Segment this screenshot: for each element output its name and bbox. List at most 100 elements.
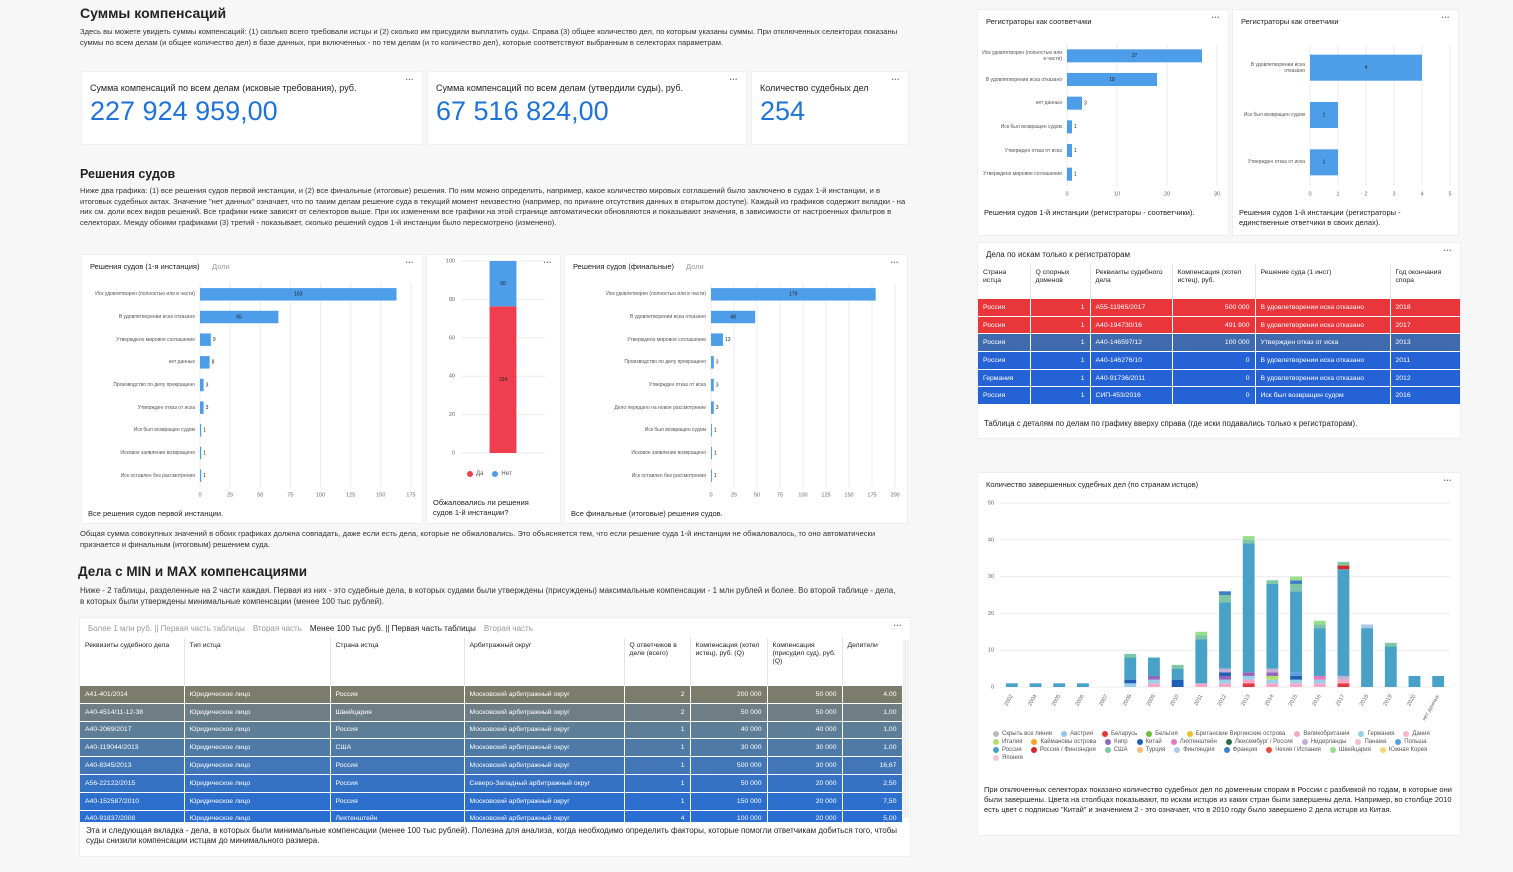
category-label: В удовлетворении иска отказано (1250, 61, 1305, 74)
legend-label: Австрия (1070, 731, 1093, 737)
legend-item[interactable]: Австрия (1061, 731, 1093, 737)
x-tick-label: 2013 (1240, 694, 1251, 708)
bar-segment (1266, 679, 1279, 684)
bar-segment (1242, 536, 1255, 540)
table-row[interactable]: A40-4514/11-12-38 Юридическое лицо Швейцар… (80, 703, 902, 722)
legend-item[interactable]: Британские Виргинские острова (1186, 731, 1286, 737)
legend-label: Британские Виргинские острова (1195, 731, 1286, 737)
section-description: Ниже два графика: (1) все решения судов … (80, 186, 906, 227)
table-row[interactable]: Россия 1 A40-146276/10 0 В удовлетворении ис… (978, 351, 1460, 370)
value-label: 48 (730, 314, 736, 320)
table-row[interactable]: A56-22122/2015 Юридическое лицо Россия Севе… (80, 774, 902, 793)
legend-item[interactable]: Каймановы острова (1031, 739, 1096, 745)
x-tick-label: 30 (1214, 191, 1220, 197)
category-label: Иск удовлетворен (полностью или в части) (982, 49, 1062, 62)
column-header: Q ответчиков в деле (всего) (624, 638, 691, 686)
value-label: 3 (1084, 100, 1087, 106)
table-row[interactable]: Россия 1 A40-194730/16 491 800 В удовлетворе… (978, 316, 1460, 335)
table-row[interactable]: A40-91837/2008 Юридическое лицо Лихтенштей… (80, 810, 902, 822)
column-header: Год окончания спора (1390, 265, 1460, 299)
legend-label: Италия (1002, 739, 1023, 745)
legend-item[interactable]: Франция (1223, 747, 1257, 753)
bar-segment (1361, 628, 1374, 687)
table-cell: В удовлетворении иска отказано (1255, 351, 1391, 370)
legend-item[interactable]: Да (467, 471, 483, 477)
legend-item[interactable]: Турция (1136, 747, 1165, 753)
column-header: Компенсация (хотел истец), руб. (1172, 265, 1256, 299)
bar (200, 378, 204, 392)
chart-tab[interactable]: Доли (686, 262, 704, 271)
bar-segment (1313, 620, 1326, 625)
x-tick-label: 2009 (1146, 694, 1157, 708)
legend-item[interactable]: Польша (1395, 739, 1427, 745)
legend-item[interactable]: Панама (1355, 739, 1386, 745)
legend-item[interactable]: Бельгия (1146, 731, 1178, 737)
table-cell: 2013 (1390, 333, 1460, 353)
table-cell: 30 000 (767, 738, 843, 758)
legend-item[interactable]: Кипр (1105, 739, 1128, 745)
legend-label: Беларусь (1110, 731, 1138, 737)
legend-item[interactable]: Великобритания (1294, 731, 1349, 737)
x-tick-label: 150 (376, 492, 385, 498)
legend-swatch (492, 471, 499, 477)
scrollbar[interactable] (903, 640, 909, 818)
legend-item[interactable]: Швейцария (1329, 747, 1371, 753)
tab[interactable]: Более 1 млн руб. || Первая часть таблицы (88, 624, 245, 633)
x-tick-label: 2015 (1288, 694, 1299, 708)
table-row[interactable]: Россия 1 A40-146597/12 100 000 Утвержден отк… (978, 333, 1460, 353)
table-row[interactable]: Россия 1 СИП-453/2016 0 Иск был возвращен су… (978, 386, 1460, 406)
legend-item[interactable]: Италия (993, 739, 1022, 745)
legend-item[interactable]: Лихтенштейн (1170, 739, 1217, 745)
bar (200, 356, 210, 369)
bar (711, 310, 756, 324)
table-cell: 1 (624, 721, 691, 740)
table-cell: Юридическое лицо (184, 721, 331, 740)
legend-item[interactable]: Чехия / Испания (1266, 747, 1321, 753)
x-tick-label: 2016 (1311, 694, 1322, 708)
table-row[interactable]: Германия 1 A40-91736/2011 0 В удовлетворении… (978, 369, 1460, 388)
bar-segment (1242, 672, 1255, 676)
table-cell: 2011 (1390, 351, 1460, 370)
legend-item[interactable]: Нет (492, 471, 512, 477)
chart-tab[interactable]: Доли (212, 262, 230, 271)
table-cell: A40-194730/16 (1090, 316, 1173, 335)
legend-item[interactable]: Япония (993, 755, 1023, 761)
legend-item[interactable]: Германия (1358, 731, 1394, 737)
legend-toggle[interactable]: Скрыть все линии (993, 731, 1052, 737)
legend-item[interactable]: Дания (1403, 731, 1430, 737)
tab[interactable]: Менее 100 тыс руб. || Первая часть табли… (309, 624, 476, 633)
tab[interactable]: Вторая часть (252, 624, 302, 633)
table-row[interactable]: A40-119044/2013 Юридическое лицо США Москов… (80, 738, 902, 758)
legend-item[interactable]: США (1104, 747, 1128, 753)
legend-item[interactable]: Нидерланды (1301, 739, 1346, 745)
legend-item[interactable]: Финляндия (1174, 747, 1215, 753)
table-note: Эта и следующая вкладка - дела, в которы… (86, 826, 898, 845)
legend-item[interactable]: Беларусь (1101, 731, 1138, 737)
legend-item[interactable]: Россия (993, 747, 1022, 753)
table-row[interactable]: A41-401/2014 Юридическое лицо Россия Москов… (80, 686, 902, 704)
legend-item[interactable]: Россия / Финляндия (1030, 747, 1096, 753)
x-tick-label: 2010 (1169, 694, 1180, 708)
x-tick-label: 75 (287, 492, 293, 498)
bar (711, 469, 712, 482)
table-header: Страна истца Q спорных доменов Реквизиты с… (978, 265, 1460, 299)
legend-label: Швейцария (1338, 747, 1371, 753)
table-row[interactable]: Россия 1 A55-11965/2017 500 000 В удовлетвор… (978, 299, 1460, 317)
legend-item[interactable]: Южная Корея (1379, 747, 1427, 753)
chart-svg: 0 1 2 3 4 5 4 1 1 (1308, 44, 1452, 197)
bar-segment (1290, 583, 1302, 592)
legend-item[interactable]: Люксембург / Россия (1225, 739, 1293, 745)
y-tick-label: 80 (449, 297, 455, 303)
x-tick-label: 175 (867, 492, 876, 498)
table-row[interactable]: A40-2069/2017 Юридическое лицо Россия Моско… (80, 721, 902, 740)
y-tick-label: 40 (988, 537, 994, 543)
table-cell: 30 000 (690, 738, 768, 758)
legend-item[interactable]: Китай (1136, 739, 1162, 745)
table-row[interactable]: A40-8345/2013 Юридическое лицо Россия Моско… (80, 756, 902, 775)
value-label: 3 (206, 382, 209, 388)
table: Реквизиты судебного дела Тип истца Страна … (80, 638, 902, 822)
table-row[interactable]: A40-152587/2010 Юридическое лицо Россия Мос… (80, 792, 902, 811)
x-tick-label: 5 (1448, 191, 1451, 197)
tab[interactable]: Вторая часть (483, 624, 533, 633)
legend-label: Нет (501, 471, 512, 477)
